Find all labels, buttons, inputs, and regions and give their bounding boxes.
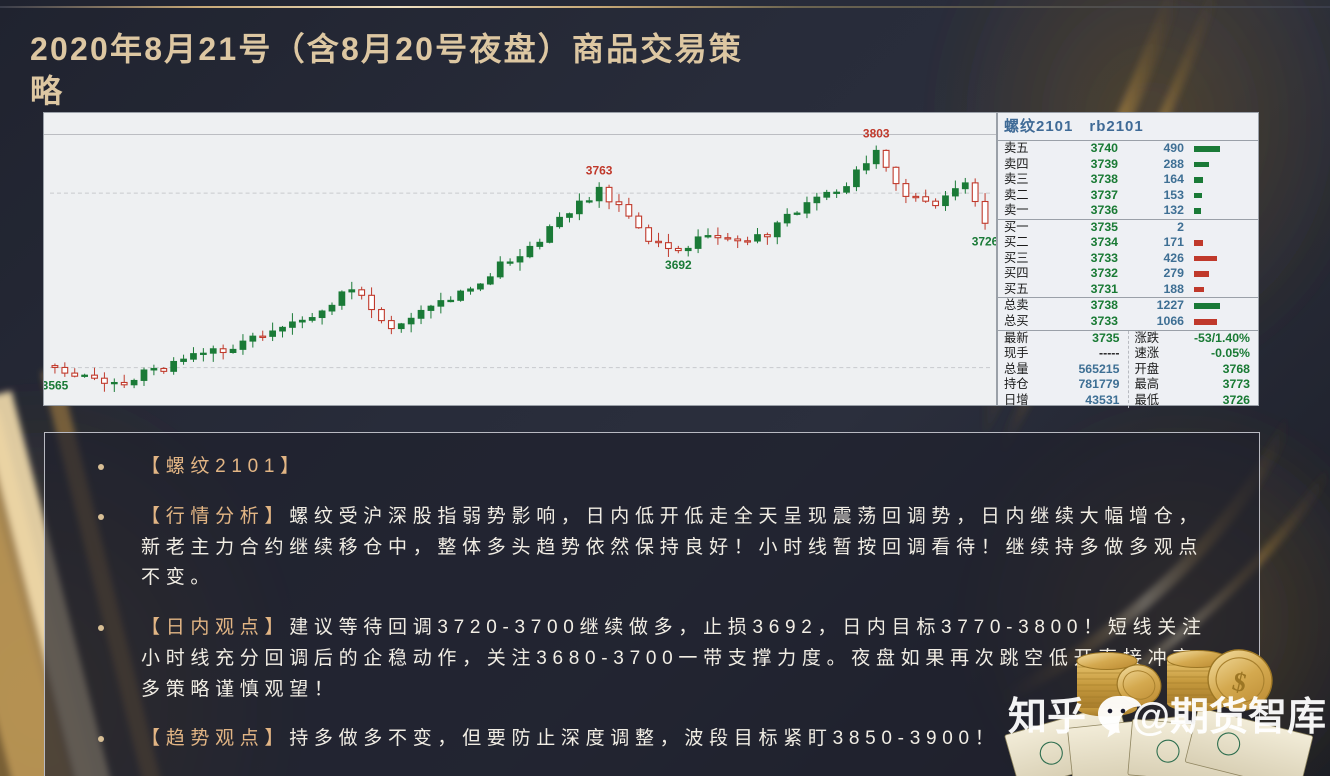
svg-text:3803: 3803 bbox=[863, 127, 890, 141]
svg-text:3565: 3565 bbox=[44, 378, 69, 392]
svg-text:3692: 3692 bbox=[665, 258, 692, 272]
svg-text:3763: 3763 bbox=[586, 163, 613, 177]
svg-text:3726: 3726 bbox=[972, 235, 996, 249]
